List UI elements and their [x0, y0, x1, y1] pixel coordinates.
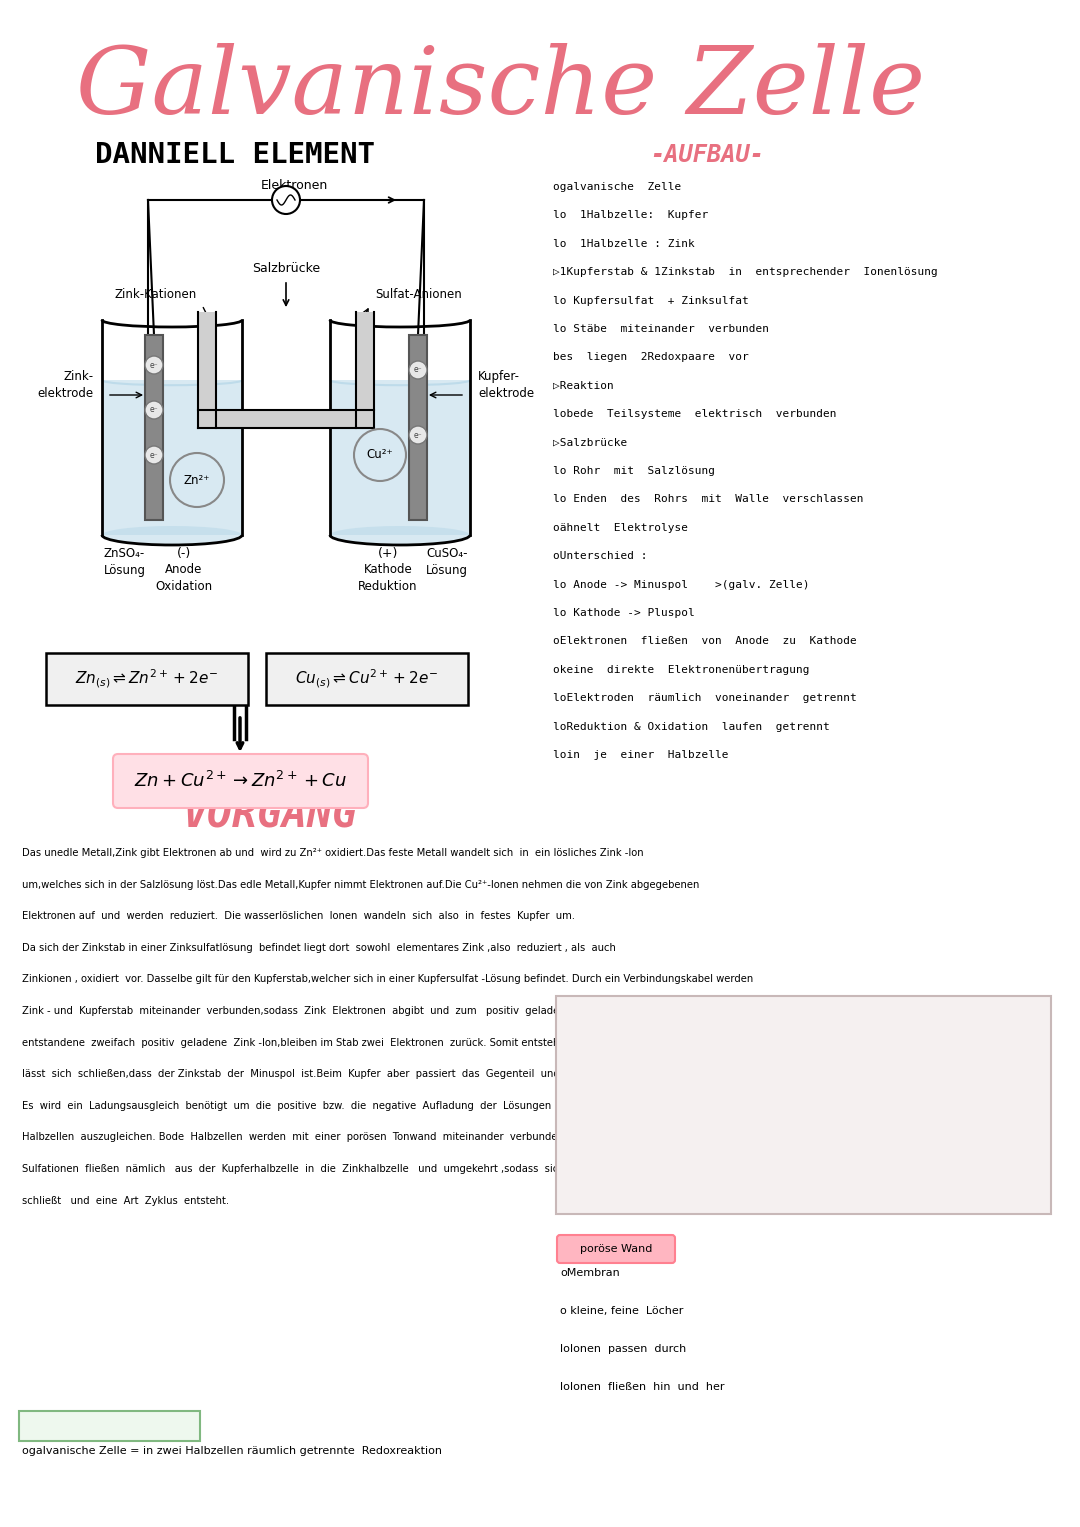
Circle shape [409, 360, 427, 379]
Circle shape [145, 446, 163, 464]
Text: schließt   und  eine  Art  Zyklus  entsteht.: schließt und eine Art Zyklus entsteht. [22, 1196, 229, 1206]
FancyBboxPatch shape [556, 996, 1051, 1214]
Bar [198, 411, 374, 428]
Text: e⁻: e⁻ [414, 365, 422, 374]
Text: Galvanische Zelle: Galvanische Zelle [76, 43, 924, 133]
Text: Kupfer-
elektrode: Kupfer- elektrode [478, 370, 535, 400]
Text: e⁻: e⁻ [150, 406, 159, 414]
Text: $Cu_{(s)} \rightleftharpoons Cu^{2+}+2e^{-}$: $Cu_{(s)} \rightleftharpoons Cu^{2+}+2e^… [296, 667, 438, 690]
Text: -Prinzip der Batterie-: -Prinzip der Batterie- [568, 1028, 681, 1038]
Text: lo  Oxidation & Reduktion  räumlich  getrennt: lo Oxidation & Reduktion räumlich getren… [568, 1199, 816, 1209]
FancyBboxPatch shape [266, 654, 468, 705]
Text: lo Kathode -> Pluspol: lo Kathode -> Pluspol [553, 608, 694, 618]
Text: lo  1Halbzelle:  Kupfer: lo 1Halbzelle: Kupfer [553, 211, 708, 220]
Text: Salzbrücke: Salzbrücke [252, 261, 320, 275]
Text: oähnelt  Elektrolyse: oähnelt Elektrolyse [553, 522, 688, 533]
Text: =>Elektronen  abfangen: Strom: =>Elektronen abfangen: Strom [568, 1122, 744, 1133]
FancyBboxPatch shape [557, 1235, 675, 1263]
Text: VORGANG: VORGANG [183, 794, 357, 835]
Text: e⁻: e⁻ [150, 450, 159, 460]
Text: oUnterschied :: oUnterschied : [553, 551, 648, 562]
FancyBboxPatch shape [113, 754, 368, 808]
Text: okeine  direkte  Elektronenübertragung: okeine direkte Elektronenübertragung [553, 664, 810, 675]
Text: Anode
Oxidation: Anode Oxidation [156, 563, 213, 592]
Text: =>Redoxreaktion  notwendig: =>Redoxreaktion notwendig [568, 1161, 729, 1171]
Text: Zusammenfassend:: Zusammenfassend: [24, 1417, 148, 1431]
Text: $Zn+Cu^{2+} \rightarrow Zn^{2+}+Cu$: $Zn+Cu^{2+} \rightarrow Zn^{2+}+Cu$ [134, 771, 347, 791]
Text: anderen  übertragen.: anderen übertragen. [568, 1086, 685, 1095]
Text: Zinkionen , oxidiert  vor. Dasselbe gilt für den Kupferstab,welcher sich in eine: Zinkionen , oxidiert vor. Dasselbe gilt … [22, 974, 753, 985]
Text: Da sich der Zinkstab in einer Zinksulfatlösung  befindet liegt dort  sowohl  ele: Da sich der Zinkstab in einer Zinksulfat… [22, 942, 616, 953]
Text: Zusatzinformationen: Zusatzinformationen [568, 1008, 703, 1022]
FancyBboxPatch shape [46, 654, 248, 705]
Text: e⁻: e⁻ [414, 431, 422, 440]
Bar [198, 312, 216, 428]
Text: CuSO₄-
Lösung: CuSO₄- Lösung [426, 547, 468, 577]
Text: Halbzellen  auszugleichen. Bode  Halbzellen  werden  mit  einer  porösen  Tonwan: Halbzellen auszugleichen. Bode Halbzelle… [22, 1133, 672, 1142]
Text: oElektronen  fließen  von  Anode  zu  Kathode: oElektronen fließen von Anode zu Kathode [553, 637, 856, 646]
Text: um,welches sich in der Salzlösung löst.Das edle Metall,Kupfer nimmt Elektronen a: um,welches sich in der Salzlösung löst.D… [22, 880, 700, 890]
Text: Elektronen: Elektronen [260, 179, 327, 192]
Text: -AUFBAU-: -AUFBAU- [650, 144, 764, 166]
Text: ogalvanische  Zelle: ogalvanische Zelle [553, 182, 681, 192]
Text: loIonen  passen  durch: loIonen passen durch [561, 1344, 686, 1354]
Text: lo Anode -> Minuspol    >(galv. Zelle): lo Anode -> Minuspol >(galv. Zelle) [553, 580, 810, 589]
Text: lässt  sich  schließen,dass  der Zinkstab  der  Minuspol  ist.Beim  Kupfer  aber: lässt sich schließen,dass der Zinkstab d… [22, 1069, 728, 1080]
Text: o kleine, feine  Löcher: o kleine, feine Löcher [561, 1306, 684, 1316]
Text: Es  wird  ein  Ladungsausgleich  benötigt  um  die  positive  bzw.  die  negativ: Es wird ein Ladungsausgleich benötigt um… [22, 1101, 607, 1110]
FancyBboxPatch shape [19, 1411, 200, 1441]
Text: Kathode
Reduktion: Kathode Reduktion [359, 563, 418, 592]
Text: ogalvanische Zelle = in zwei Halbzellen räumlich getrennte  Redoxreaktion: ogalvanische Zelle = in zwei Halbzellen … [22, 1446, 442, 1457]
Text: lo Enden  des  Rohrs  mit  Walle  verschlassen: lo Enden des Rohrs mit Walle verschlasse… [553, 495, 864, 504]
Text: loReduktion & Oxidation  laufen  getrennt: loReduktion & Oxidation laufen getrennt [553, 722, 829, 731]
Text: entstandene  zweifach  positiv  geladene  Zink -Ion,bleiben im Stab zwei  Elektr: entstandene zweifach positiv geladene Zi… [22, 1038, 735, 1048]
Text: ▷Salzbrücke: ▷Salzbrücke [553, 438, 627, 447]
Text: Elektronen auf  und  werden  reduziert.  Die wasserlöslichen  Ionen  wandeln  si: Elektronen auf und werden reduziert. Die… [22, 912, 575, 921]
Text: loin  je  einer  Halbzelle: loin je einer Halbzelle [553, 750, 729, 760]
Text: Zn²⁺: Zn²⁺ [184, 473, 211, 487]
Text: Sulfat-Anionen: Sulfat-Anionen [375, 289, 462, 301]
Text: oMembran: oMembran [561, 1267, 620, 1278]
Text: Das unedle Metall,Zink gibt Elektronen ab und  wird zu Zn²⁺ oxidiert.Das feste M: Das unedle Metall,Zink gibt Elektronen a… [22, 847, 644, 858]
Text: ZnSO₄-
Lösung: ZnSO₄- Lösung [104, 547, 146, 577]
Text: (+): (+) [378, 547, 399, 560]
Bar [145, 334, 163, 521]
Circle shape [145, 402, 163, 418]
Text: Sulfationen  fließen  nämlich   aus  der  Kupferhalbzelle  in  die  Zinkhalbzell: Sulfationen fließen nämlich aus der Kupf… [22, 1164, 595, 1174]
Text: lo Kupfersulfat  + Zinksulfat: lo Kupfersulfat + Zinksulfat [553, 296, 748, 305]
Bar [102, 380, 242, 534]
Text: ▷1Kupferstab & 1Zinkstab  in  entsprechender  Ionenlösung: ▷1Kupferstab & 1Zinkstab in entsprechend… [553, 267, 937, 278]
Bar [330, 380, 470, 534]
Circle shape [145, 356, 163, 374]
Bar [409, 334, 427, 521]
Text: ▷Reaktion: ▷Reaktion [553, 380, 613, 391]
Text: bes  liegen  2Redoxpaare  vor: bes liegen 2Redoxpaare vor [553, 353, 748, 362]
Text: (-): (-) [177, 547, 191, 560]
Bar [356, 312, 374, 428]
Circle shape [272, 186, 300, 214]
Text: lo Rohr  mit  Salzlösung: lo Rohr mit Salzlösung [553, 466, 715, 476]
Text: e⁻: e⁻ [150, 360, 159, 370]
Text: poröse Wand: poröse Wand [580, 1245, 652, 1254]
Text: lo Stäbe  miteinander  verbunden: lo Stäbe miteinander verbunden [553, 324, 769, 334]
Text: Cu²⁺: Cu²⁺ [367, 449, 393, 461]
Text: Zink-
elektrode: Zink- elektrode [38, 370, 94, 400]
Text: loElektroden  räumlich  voneinander  getrennt: loElektroden räumlich voneinander getren… [553, 693, 856, 704]
Ellipse shape [330, 525, 470, 544]
Circle shape [409, 426, 427, 444]
Text: lo  1Halbzelle : Zink: lo 1Halbzelle : Zink [553, 238, 694, 249]
Ellipse shape [102, 525, 242, 544]
Text: $Zn_{(s)} \rightleftharpoons Zn^{2+}+2e^{-}$: $Zn_{(s)} \rightleftharpoons Zn^{2+}+2e^… [76, 667, 218, 690]
Text: lobede  Teilsysteme  elektrisch  verbunden: lobede Teilsysteme elektrisch verbunden [553, 409, 837, 420]
Text: oElektronen werden von einem Reaktionspartner  auf den: oElektronen werden von einem Reaktionspa… [568, 1066, 885, 1077]
Text: Zink - und  Kupferstab  miteinander  verbunden,sodass  Zink  Elektronen  abgibt : Zink - und Kupferstab miteinander verbun… [22, 1006, 684, 1015]
Text: loIonen  fließen  hin  und  her: loIonen fließen hin und her [561, 1382, 725, 1393]
Text: DANNIELL ELEMENT: DANNIELL ELEMENT [95, 140, 375, 169]
Text: Zink-Kationen: Zink-Kationen [114, 289, 197, 301]
